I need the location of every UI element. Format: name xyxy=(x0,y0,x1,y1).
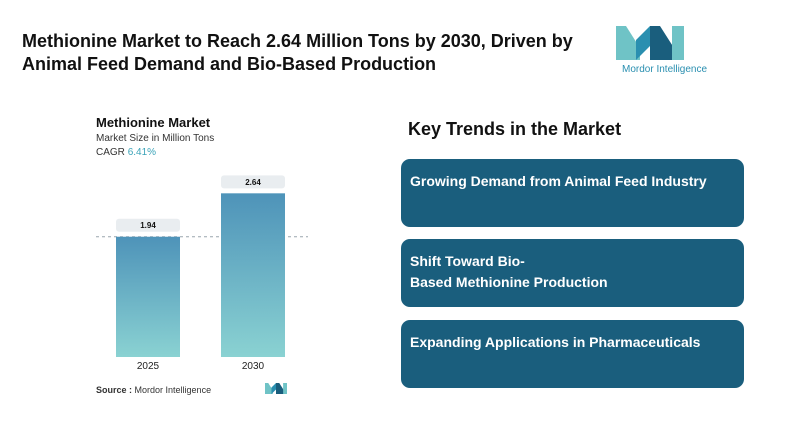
x-tick-2025: 2025 xyxy=(137,361,160,372)
x-tick-2030: 2030 xyxy=(242,361,265,372)
cagr-label: CAGR xyxy=(96,147,125,158)
brand-logo: Mordor Intelligence xyxy=(616,26,716,75)
bar-2025 xyxy=(116,236,180,357)
source-note: Source : Mordor Intelligence xyxy=(96,385,211,395)
mordor-small-logo-icon xyxy=(265,383,287,394)
trend-text: Growing Demand from Animal Feed Industry xyxy=(410,173,707,189)
trends-title: Key Trends in the Market xyxy=(408,119,622,139)
mordor-logo-icon xyxy=(616,26,684,60)
trend-card-bio-based: Shift Toward Bio- Based Methionine Produ… xyxy=(401,239,744,307)
trend-card-animal-feed: Growing Demand from Animal Feed Industry xyxy=(401,159,744,227)
chart-subtitle: Market Size in Million Tons xyxy=(96,133,215,144)
brand-name: Mordor Intelligence xyxy=(622,64,708,75)
value-label-2030: 2.64 xyxy=(245,178,261,187)
cagr-value: 6.41% xyxy=(127,147,157,158)
bar-2030 xyxy=(221,193,285,357)
chart-title: Methionine Market xyxy=(96,115,211,130)
headline: Methionine Market to Reach 2.64 Million … xyxy=(22,31,573,74)
trend-card-pharmaceuticals: Expanding Applications in Pharmaceutical… xyxy=(401,320,744,388)
trend-text: Shift Toward Bio- Based Methionine Produ… xyxy=(410,253,608,290)
value-label-bg-2025 xyxy=(116,218,180,232)
value-label-2025: 1.94 xyxy=(140,221,156,230)
trend-text: Expanding Applications in Pharmaceutical… xyxy=(410,334,701,350)
cagr: CAGR 6.41% xyxy=(96,147,156,158)
source-value: Mordor Intelligence xyxy=(134,385,212,395)
value-label-bg-2030 xyxy=(221,175,285,189)
source-label: Source : xyxy=(96,385,133,395)
